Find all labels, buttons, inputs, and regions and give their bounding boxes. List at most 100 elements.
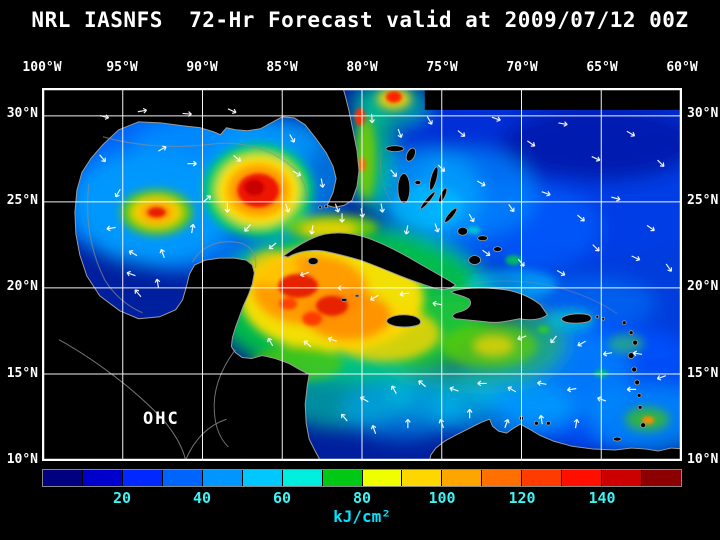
lat-tick-label: 25°N	[6, 192, 38, 208]
graticule	[43, 89, 681, 460]
colorbar-segment	[202, 470, 243, 486]
lon-tick-label: 65°W	[586, 60, 618, 75]
lat-tick-label: 15°N	[687, 365, 719, 381]
colorbar-segment	[322, 470, 363, 486]
current-vector	[99, 114, 110, 120]
current-vector	[538, 414, 545, 425]
current-vector	[292, 170, 302, 177]
current-vector	[468, 213, 475, 223]
current-vector	[656, 375, 666, 381]
current-vector	[611, 195, 621, 202]
current-vector	[592, 244, 600, 252]
current-vector	[114, 188, 121, 198]
current-vectors-layer	[99, 107, 673, 435]
current-vector	[477, 180, 486, 187]
colorbar-segment	[402, 470, 443, 486]
colorbar-segment	[442, 470, 483, 486]
colorbar-segment	[602, 470, 643, 486]
colorbar-segment	[82, 470, 123, 486]
lat-tick-label: 30°N	[687, 106, 719, 121]
current-vector	[390, 385, 397, 394]
current-vector	[573, 418, 580, 429]
current-vector	[597, 396, 607, 402]
current-vector	[432, 300, 442, 307]
current-vector	[541, 191, 551, 197]
lat-tick-label: 20°N	[687, 279, 719, 294]
current-vector	[491, 116, 501, 122]
lat-tick-label: 25°N	[687, 192, 719, 208]
colorbar-tick-label: 120	[508, 489, 536, 507]
colorbar-segment	[482, 470, 523, 486]
lat-tick-label: 10°N	[6, 452, 38, 467]
colorbar-tick-label: 140	[588, 489, 616, 507]
current-vector	[517, 335, 527, 341]
current-vector	[626, 130, 636, 137]
current-vector	[126, 270, 136, 277]
colorbar-segment	[282, 470, 323, 486]
current-vector	[566, 386, 577, 393]
current-vector	[550, 335, 558, 344]
land-layer	[43, 89, 681, 460]
land-cuba	[282, 232, 457, 291]
current-vector	[403, 225, 410, 235]
ohc-field-core-layer	[147, 90, 655, 425]
current-vector	[309, 225, 315, 235]
current-vector	[224, 203, 231, 213]
current-vector	[397, 128, 403, 138]
lon-tick-label: 70°W	[506, 60, 538, 75]
current-vector	[379, 203, 385, 213]
current-vector	[128, 250, 138, 257]
current-vector	[577, 340, 586, 347]
current-vector	[284, 203, 291, 213]
current-vector	[154, 278, 161, 288]
current-vector	[558, 121, 568, 127]
current-vector	[359, 396, 369, 403]
lon-tick-label: 95°W	[106, 60, 138, 75]
current-vector	[631, 255, 641, 262]
current-vector	[106, 225, 116, 232]
colorbar-segment	[362, 470, 403, 486]
current-vector	[319, 178, 326, 188]
colorbar-tick-label: 40	[192, 489, 212, 507]
current-vector	[233, 154, 242, 162]
colorbar-segment	[642, 470, 681, 486]
current-vector	[418, 380, 427, 388]
current-vector	[189, 223, 196, 234]
land-north-central-america	[43, 89, 360, 460]
colorbar-tick-label: 100	[428, 489, 456, 507]
latitude-axis-right: 30°N 25°N 20°N 15°N 10°N	[685, 0, 720, 540]
colorbar-segment	[122, 470, 163, 486]
land-south-america	[429, 418, 681, 460]
current-vector	[369, 294, 379, 301]
current-vector	[665, 263, 673, 272]
current-vector	[267, 337, 274, 347]
current-vector	[527, 140, 536, 147]
islands-layer	[307, 145, 647, 442]
forecast-map-svg	[43, 89, 681, 460]
model-domain-mask	[424, 89, 681, 110]
current-vector	[227, 108, 237, 114]
colorbar-segment	[522, 470, 563, 486]
current-vector	[399, 291, 409, 297]
colorbar-tick-label: 80	[352, 489, 372, 507]
current-vector	[426, 116, 433, 125]
map-frame	[43, 89, 681, 460]
colorbar-tick-label: 60	[272, 489, 292, 507]
current-vector	[339, 213, 345, 223]
current-vector	[517, 258, 525, 267]
current-vector	[268, 242, 277, 250]
page-title: NRL IASNFS 72-Hr Forecast valid at 2009/…	[31, 8, 689, 32]
land-jamaica	[386, 314, 422, 328]
current-vector	[438, 418, 445, 429]
lon-tick-label: 75°W	[426, 60, 458, 75]
current-vector	[508, 203, 515, 213]
current-vector	[289, 134, 296, 143]
current-vector	[99, 154, 106, 163]
current-vector	[303, 340, 312, 348]
current-vector	[466, 408, 473, 419]
lat-tick-label: 15°N	[6, 365, 38, 381]
colorbar-segment	[162, 470, 203, 486]
current-vector	[507, 386, 517, 393]
colorbar-segment	[562, 470, 603, 486]
